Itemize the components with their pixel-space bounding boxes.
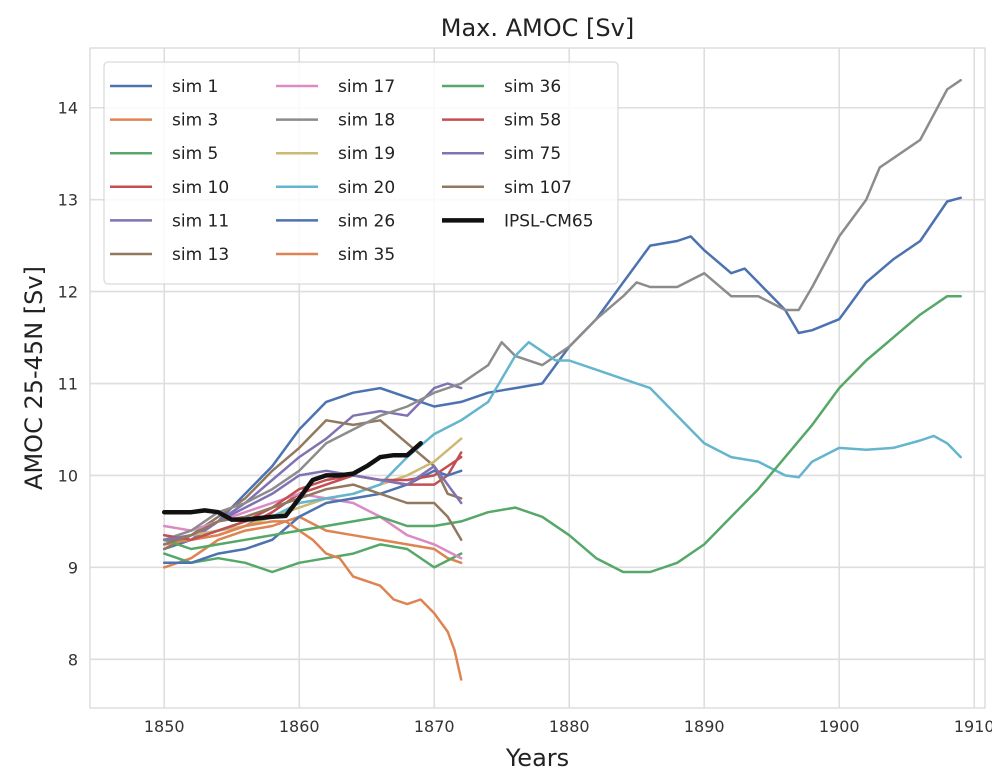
legend-entry-sim-5: sim 5: [110, 144, 218, 164]
legend-entry-sim-35: sim 35: [276, 245, 395, 265]
x-tick-label: 1880: [549, 717, 590, 736]
series-line-sim-1: [162, 196, 962, 551]
series-layer: [161, 78, 962, 681]
series-line-ipsl-cm65: [161, 441, 423, 522]
tick-labels: 1850 1860 1870 1880 1890 1900 1910 8 9 10 11 12 13 14: [58, 99, 992, 736]
legend-entry-sim-36: sim 36: [442, 77, 561, 97]
series-line-sim-5: [162, 543, 463, 574]
legend-label: sim 26: [338, 211, 395, 231]
y-tick-label: 14: [58, 99, 78, 118]
series-line-sim-3: [162, 515, 463, 569]
legend-label: sim 58: [504, 111, 561, 131]
legend-entry-sim-11: sim 11: [110, 211, 229, 231]
legend-entry-sim-1: sim 1: [110, 77, 218, 97]
legend-label: sim 5: [172, 144, 218, 164]
y-tick-label: 11: [58, 375, 78, 394]
legend-label: sim 11: [172, 211, 229, 231]
y-tick-label: 8: [68, 650, 78, 669]
legend: sim 1 sim 3 sim 5 sim 10 sim 11 sim 13 sim 17 s…: [103, 61, 619, 285]
legend-entry-sim-10: sim 10: [110, 178, 229, 198]
x-tick-label: 1850: [144, 717, 185, 736]
y-tick-label: 13: [58, 191, 78, 210]
x-tick-label: 1890: [684, 717, 725, 736]
legend-label: sim 107: [504, 178, 572, 198]
x-tick-label: 1870: [414, 717, 455, 736]
legend-entry-sim-17: sim 17: [276, 77, 395, 97]
legend-label: sim 10: [172, 178, 229, 198]
legend-entry-sim-75: sim 75: [442, 144, 561, 164]
series-line-sim-36: [162, 294, 962, 574]
x-tick-label: 1910: [954, 717, 992, 736]
legend-label: sim 19: [338, 144, 395, 164]
legend-entry-sim-18: sim 18: [276, 111, 395, 131]
legend-box: [103, 61, 619, 285]
legend-entry-sim-26: sim 26: [276, 211, 395, 231]
legend-entry-sim-20: sim 20: [276, 178, 395, 198]
legend-entry-sim-58: sim 58: [442, 111, 561, 131]
series-line-sim-20: [162, 340, 962, 542]
series-line-sim-18: [162, 78, 962, 542]
legend-label: sim 36: [504, 77, 561, 97]
legend-entry-sim-13: sim 13: [110, 245, 229, 265]
legend-entry-sim-19: sim 19: [276, 144, 395, 164]
y-tick-label: 10: [58, 466, 78, 485]
y-tick-label: 12: [58, 283, 78, 302]
series-line-sim-35: [162, 520, 463, 681]
grid: [90, 48, 985, 708]
legend-entry-ipsl-cm65: IPSL-CM65: [442, 211, 594, 231]
legend-label: sim 17: [338, 77, 395, 97]
y-tick-label: 9: [68, 558, 78, 577]
legend-label: sim 3: [172, 111, 218, 131]
legend-label: sim 18: [338, 111, 395, 131]
chart-title: Max. AMOC [Sv]: [441, 14, 634, 42]
legend-label: sim 75: [504, 144, 561, 164]
y-axis-label: AMOC 25-45N [Sv]: [20, 266, 48, 490]
series-line-sim-58: [162, 455, 463, 542]
series-line-sim-107: [162, 483, 463, 546]
x-tick-label: 1900: [819, 717, 860, 736]
series-line-sim-26: [162, 469, 463, 565]
legend-entry-sim-3: sim 3: [110, 111, 218, 131]
legend-label: sim 20: [338, 178, 395, 198]
x-tick-label: 1860: [279, 717, 320, 736]
legend-label: sim 13: [172, 245, 229, 265]
x-axis-label: Years: [505, 744, 569, 772]
legend-entry-sim-107: sim 107: [442, 178, 572, 198]
legend-label: sim 35: [338, 245, 395, 265]
legend-label: sim 1: [172, 77, 218, 97]
legend-label: IPSL-CM65: [504, 211, 594, 231]
